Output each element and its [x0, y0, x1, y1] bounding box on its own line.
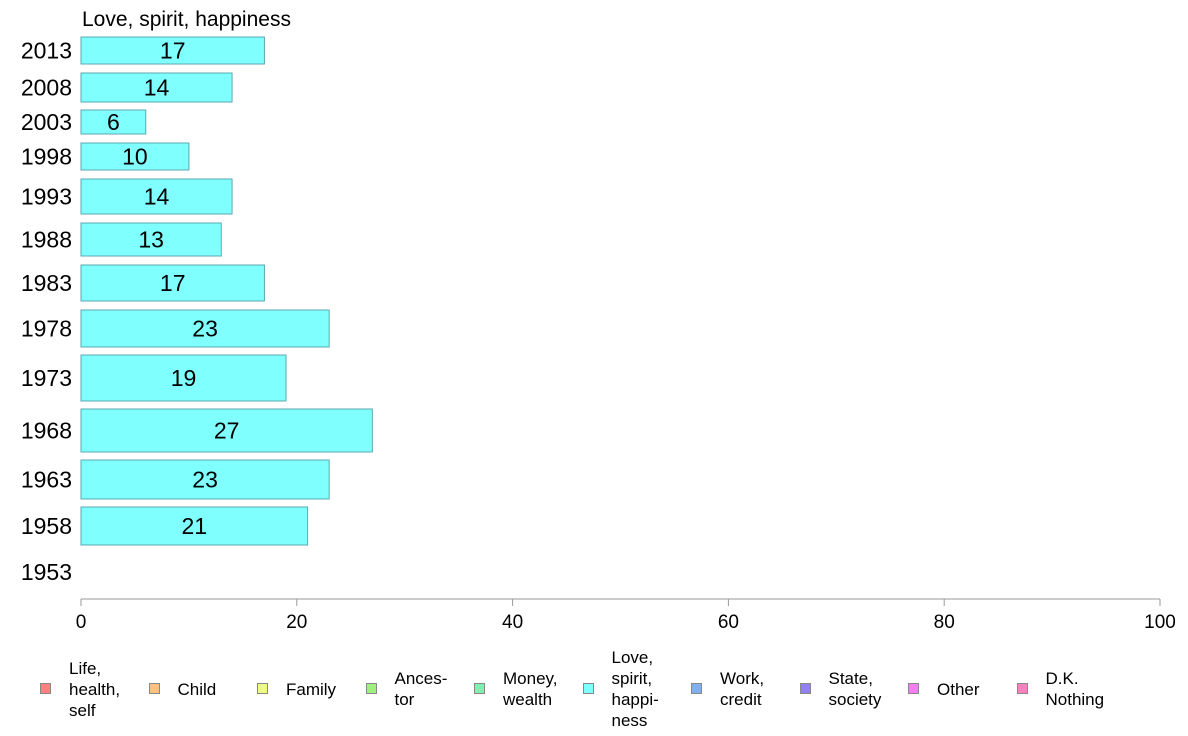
legend-item: Other [908, 640, 1017, 736]
legend-label: Love, spirit, happi- ness [611, 648, 659, 730]
y-tick-label: 1963 [21, 467, 72, 493]
bar [80, 36, 265, 65]
bar-value-label: 27 [214, 418, 240, 444]
legend-swatch [691, 683, 702, 694]
bar-value-label: 19 [171, 365, 197, 391]
legend-label: Money, wealth [503, 669, 558, 709]
bar-value-label: 10 [122, 144, 148, 170]
y-tick-label: 2008 [21, 75, 72, 101]
legend-item: Work, credit [691, 640, 800, 736]
x-tick-label: 0 [76, 612, 87, 633]
legend-item: Money, wealth [474, 640, 583, 736]
y-tick-label: 1983 [21, 270, 72, 296]
legend-swatch [257, 683, 268, 694]
x-axis: 0 20 40 60 80 100 [76, 598, 1176, 633]
legend-swatch [148, 683, 160, 694]
legend-item: Life, health, self [40, 640, 149, 736]
bar [80, 222, 222, 257]
legend-swatch [365, 683, 377, 694]
y-tick-label: 1953 [21, 559, 72, 585]
legend-swatch [799, 683, 811, 694]
bar [80, 354, 287, 402]
legend-item: Family [257, 640, 366, 736]
bar [80, 264, 265, 302]
y-tick-label: 1998 [21, 144, 72, 170]
y-tick-label: 1978 [21, 316, 72, 342]
bar-value-label: 17 [160, 270, 186, 296]
chart-title: Love, spirit, happiness [82, 8, 291, 31]
legend-label: Work, credit [720, 669, 765, 709]
legend-swatch [582, 683, 594, 694]
bar [80, 109, 147, 135]
legend-label: Child [177, 679, 217, 699]
legend-label: Life, health, self [69, 658, 121, 720]
bar-value-label: 6 [107, 109, 120, 135]
legend-item: Ances- tor [365, 640, 475, 736]
bar [80, 506, 309, 546]
legend-item: Love, spirit, happi- ness [582, 640, 692, 736]
bar [80, 309, 330, 348]
legend-label: Ances- tor [394, 669, 448, 709]
bar-value-label: 13 [138, 227, 164, 253]
y-tick-label: 2003 [21, 109, 72, 135]
legend-label: Family [286, 679, 337, 699]
y-tick-label: 1958 [21, 513, 72, 539]
y-axis-labels: 2013 2008 2003 1998 1993 1988 1983 1978 1973 1968… [21, 38, 72, 586]
y-tick-label: 1973 [21, 365, 72, 391]
bar [80, 142, 190, 171]
legend-swatch [40, 683, 51, 694]
bar-value-label: 14 [144, 184, 170, 210]
bar [80, 178, 233, 215]
bar [80, 459, 330, 500]
legend-item: Child [148, 640, 258, 736]
x-tick-label: 100 [1144, 612, 1176, 633]
legend-swatch [474, 683, 485, 694]
y-tick-label: 1993 [21, 184, 72, 210]
legend-item: D.K. Nothing [1016, 640, 1126, 736]
y-tick-label: 2013 [21, 38, 72, 64]
legend-item: State, society [799, 640, 909, 736]
bar-value-label: 21 [181, 513, 207, 539]
y-tick-label: 1988 [21, 227, 72, 253]
x-tick-label: 40 [502, 612, 523, 633]
bar-value-label: 14 [144, 75, 170, 101]
legend-label: D.K. Nothing [1045, 669, 1105, 709]
bar-value-label: 23 [192, 467, 218, 493]
bar [80, 408, 373, 453]
legend-swatch [908, 683, 919, 694]
legend-swatch [1016, 683, 1028, 694]
bar [80, 72, 233, 103]
bar-value-label: 17 [160, 38, 186, 64]
y-tick-label: 1968 [21, 418, 72, 444]
bar-value-label: 23 [192, 316, 218, 342]
bar-chart: Love, spirit, happiness 1714610141317231… [21, 8, 1176, 633]
legend-label: State, society [828, 669, 882, 709]
legend-label: Other [937, 679, 980, 699]
x-tick-label: 60 [718, 612, 739, 633]
x-tick-label: 20 [286, 612, 307, 633]
legend: Life, health, self Child Family Ances- tor M… [0, 640, 1188, 736]
x-tick-label: 80 [934, 612, 955, 633]
